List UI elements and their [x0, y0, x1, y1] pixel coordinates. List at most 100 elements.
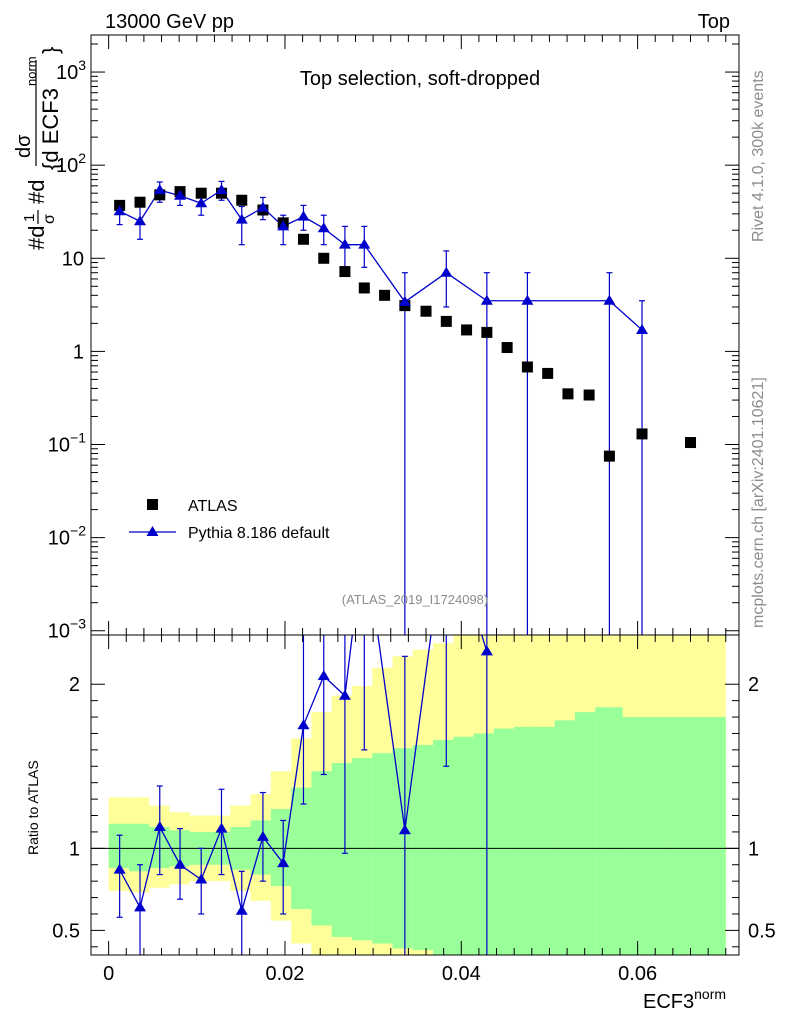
uncertainty-band-1sigma — [250, 820, 271, 875]
atlas-data-point — [154, 189, 166, 201]
uncertainty-band-1sigma — [615, 707, 623, 955]
atlas-data-point — [461, 324, 473, 336]
atlas-data-point — [501, 342, 513, 354]
uncertainty-band-1sigma — [412, 744, 434, 951]
svg-text:#d: #d — [24, 226, 49, 250]
uncertainty-band-1sigma — [534, 726, 555, 955]
ratio-data-point — [256, 830, 269, 841]
ratio-y-tick-label: 0.5 — [52, 920, 80, 942]
pythia-data-point — [480, 294, 493, 305]
header-energy-label: 13000 GeV pp — [105, 11, 234, 33]
atlas-data-point — [358, 282, 370, 294]
uncertainty-band-1sigma — [514, 726, 535, 955]
legend-atlas-marker — [147, 499, 158, 510]
uncertainty-band-1sigma — [453, 736, 474, 955]
ylabel-main: #d — [24, 226, 49, 250]
atlas-data-point — [134, 196, 146, 208]
uncertainty-band-1sigma — [670, 717, 726, 955]
pythia-data-point — [440, 266, 453, 277]
legend-pythia-label: Pythia 8.186 default — [188, 525, 330, 542]
pythia-data-point — [113, 205, 126, 216]
uncertainty-band-1sigma — [554, 720, 576, 955]
pythia-data-point — [521, 294, 534, 305]
pythia-line — [119, 189, 643, 331]
ratio-data-point — [195, 873, 208, 884]
ratio-y-tick-label: 2 — [69, 674, 80, 696]
atlas-data-point — [636, 428, 648, 440]
ratio-data-point — [235, 904, 248, 915]
pythia-data-point — [134, 215, 147, 226]
main-y-tick-label: 102 — [56, 150, 86, 177]
ratio-data-point — [297, 719, 310, 730]
uncertainty-band-1sigma — [128, 823, 150, 872]
ratio-data-point — [398, 824, 411, 835]
ratio-line — [119, 635, 488, 914]
atlas-data-point — [521, 361, 533, 373]
rivet-version-label: Rivet 4.1.0, 300k events — [750, 70, 767, 242]
main-y-tick-label: 10−2 — [48, 523, 86, 550]
pythia-data-point — [215, 184, 228, 195]
main-y-tick-label: 103 — [56, 57, 86, 84]
uncertainty-band-1sigma — [108, 823, 129, 869]
atlas-data-point — [562, 388, 574, 400]
ratio-x-axis: 0 0.02 0.04 0.06 — [103, 635, 727, 985]
atlas-data-point — [542, 367, 554, 379]
uncertainty-band-1sigma — [433, 740, 454, 955]
pythia-data-point — [195, 197, 208, 208]
atlas-data-point — [440, 315, 452, 327]
ylabel-d-sigma: dσ — [13, 134, 35, 158]
pythia-data-point — [358, 238, 371, 249]
ylabel-frac-num: 1 — [21, 214, 38, 222]
ratio-plot-area — [91, 635, 739, 955]
uncertainty-band-1sigma — [331, 763, 352, 937]
uncertainty-band-1sigma — [351, 758, 373, 941]
pythia-data-point — [153, 184, 166, 195]
x-tick-label: 0 — [103, 963, 114, 985]
ylabel-denominator: {d ECF3 — [38, 88, 63, 170]
x-axis-label: ECF3norm — [643, 986, 726, 1013]
ratio-data-point — [338, 689, 351, 700]
ratio-y-tick-label: 1 — [69, 838, 80, 860]
x-tick-label: 0.02 — [265, 963, 304, 985]
atlas-data-point — [236, 194, 248, 206]
uncertainty-band-1sigma — [622, 717, 671, 955]
main-y-tick-label: 10−1 — [48, 430, 86, 457]
pythia-data-point — [338, 238, 351, 249]
atlas-data-point — [318, 252, 330, 264]
main-plot-area — [113, 180, 697, 635]
x-tick-label: 0.04 — [442, 963, 481, 985]
ratio-y-tick-label-right: 2 — [748, 674, 759, 696]
pythia-data-point — [398, 295, 411, 306]
ratio-data-point — [277, 857, 290, 868]
legend-pythia-marker — [146, 526, 159, 536]
pythia-data-point — [174, 189, 187, 200]
ylabel-norm: norm — [24, 56, 39, 86]
ylabel-mid: #d — [24, 180, 49, 204]
ratio-data-point — [317, 670, 330, 681]
ratio-plot-panel: 0.5 0.51 12 2 0 0.02 0.04 0.06 Ratio to ATLAS … — [25, 634, 776, 1013]
main-y-tick-label: 1 — [73, 341, 84, 363]
ratio-data-point — [134, 901, 147, 912]
legend-atlas-label: ATLAS — [188, 498, 238, 515]
atlas-data-point — [195, 187, 207, 199]
pythia-data-point — [277, 220, 290, 231]
x-tick-label: 0.06 — [618, 963, 657, 985]
main-y-tick-label: 10−3 — [48, 616, 86, 643]
ratio-y-axis: 0.5 0.5 1 1 2 2 — [52, 674, 776, 948]
atlas-data-point — [339, 266, 351, 278]
ratio-y-tick-label-right: 0.5 — [748, 920, 776, 942]
ratio-series-group — [113, 635, 493, 955]
main-y-axis-label: #d 1 σ #d dσ {d ECF3 norm } — [13, 47, 63, 250]
atlas-data-point — [583, 389, 595, 401]
pythia-data-point — [636, 323, 649, 334]
ylabel-close: } — [38, 47, 63, 54]
plot-title: Top selection, soft-dropped — [300, 68, 540, 90]
pythia-data-point — [235, 213, 248, 224]
atlas-data-point — [379, 289, 391, 301]
atlas-data-point — [603, 450, 615, 462]
uncertainty-band-1sigma — [493, 728, 515, 955]
pythia-data-point — [256, 201, 269, 212]
